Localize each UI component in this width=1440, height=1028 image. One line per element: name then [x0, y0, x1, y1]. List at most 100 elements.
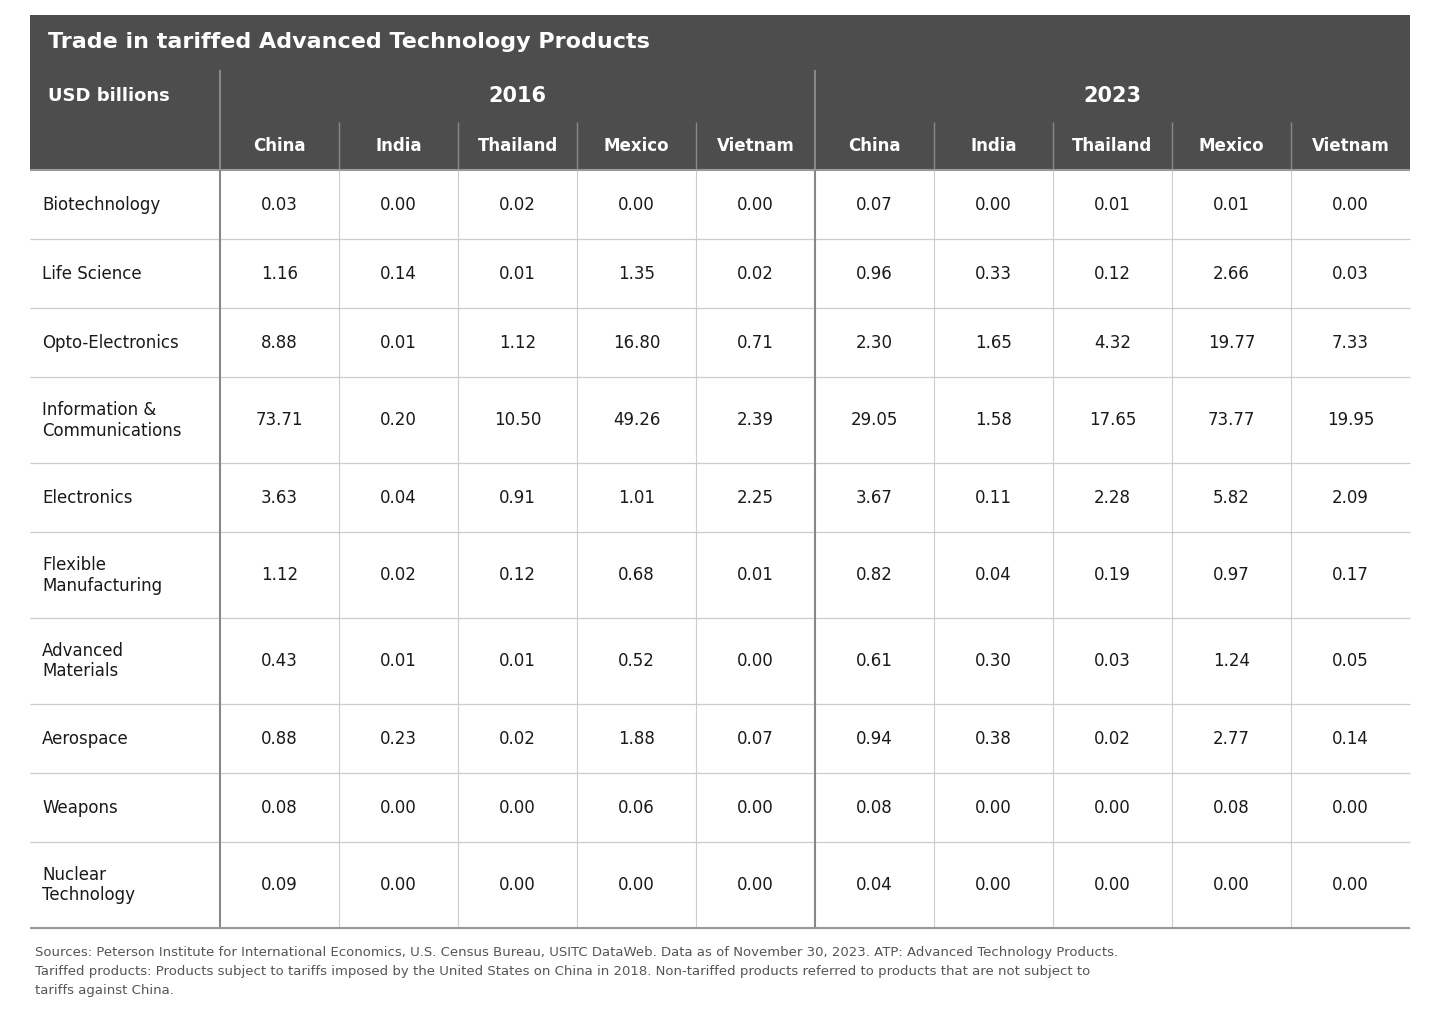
Text: 19.95: 19.95	[1326, 411, 1374, 430]
Text: 0.11: 0.11	[975, 488, 1012, 507]
Text: 49.26: 49.26	[613, 411, 660, 430]
Text: 0.14: 0.14	[380, 264, 418, 283]
Text: 0.01: 0.01	[380, 652, 418, 670]
Text: Flexible
Manufacturing: Flexible Manufacturing	[42, 556, 163, 594]
Bar	[30, 15, 1410, 70]
Text: 29.05: 29.05	[851, 411, 899, 430]
Text: 5.82: 5.82	[1212, 488, 1250, 507]
Bar	[30, 377, 1410, 464]
Text: 0.00: 0.00	[975, 799, 1012, 816]
Text: 0.08: 0.08	[857, 799, 893, 816]
Text: 2.09: 2.09	[1332, 488, 1369, 507]
Text: 0.94: 0.94	[857, 730, 893, 747]
Text: 2.66: 2.66	[1212, 264, 1250, 283]
Text: 0.02: 0.02	[737, 264, 773, 283]
Text: Advanced
Materials: Advanced Materials	[42, 641, 124, 681]
Text: 0.00: 0.00	[737, 652, 773, 670]
Text: China: China	[848, 137, 901, 155]
Bar	[30, 464, 1410, 533]
Text: 0.08: 0.08	[1212, 799, 1250, 816]
Text: 4.32: 4.32	[1094, 334, 1130, 352]
Bar	[30, 704, 1410, 773]
Text: 0.05: 0.05	[1332, 652, 1369, 670]
Text: 0.00: 0.00	[975, 195, 1012, 214]
Text: Weapons: Weapons	[42, 799, 118, 816]
Text: 1.35: 1.35	[618, 264, 655, 283]
Text: 0.01: 0.01	[737, 566, 773, 584]
Text: 0.30: 0.30	[975, 652, 1012, 670]
Text: 0.88: 0.88	[261, 730, 298, 747]
Text: 0.02: 0.02	[1094, 730, 1130, 747]
Text: 0.00: 0.00	[500, 799, 536, 816]
Text: 0.17: 0.17	[1332, 566, 1369, 584]
Text: 10.50: 10.50	[494, 411, 541, 430]
Text: 0.12: 0.12	[1094, 264, 1130, 283]
Text: 0.00: 0.00	[380, 799, 416, 816]
Text: Vietnam: Vietnam	[717, 137, 795, 155]
Text: 0.04: 0.04	[380, 488, 416, 507]
Text: 2.77: 2.77	[1212, 730, 1250, 747]
Text: 73.77: 73.77	[1208, 411, 1256, 430]
Text: 8.88: 8.88	[261, 334, 298, 352]
Text: 0.06: 0.06	[618, 799, 655, 816]
Bar	[30, 70, 1410, 122]
Text: 0.19: 0.19	[1094, 566, 1130, 584]
Text: 0.38: 0.38	[975, 730, 1012, 747]
Text: 0.03: 0.03	[261, 195, 298, 214]
Text: Life Science: Life Science	[42, 264, 141, 283]
Text: 2.30: 2.30	[855, 334, 893, 352]
Text: 0.00: 0.00	[1332, 195, 1369, 214]
Text: 1.16: 1.16	[261, 264, 298, 283]
Bar	[30, 240, 1410, 308]
Text: 0.03: 0.03	[1332, 264, 1369, 283]
Text: Thailand: Thailand	[478, 137, 557, 155]
Bar	[30, 170, 1410, 240]
Text: Sources: Peterson Institute for International Economics, U.S. Census Bureau, USI: Sources: Peterson Institute for Internat…	[35, 946, 1117, 997]
Text: Mexico: Mexico	[603, 137, 670, 155]
Text: 1.24: 1.24	[1212, 652, 1250, 670]
Text: Trade in tariffed Advanced Technology Products: Trade in tariffed Advanced Technology Pr…	[48, 33, 649, 52]
Text: 0.04: 0.04	[975, 566, 1012, 584]
Text: 0.00: 0.00	[500, 876, 536, 894]
Text: 0.23: 0.23	[380, 730, 418, 747]
Text: 0.01: 0.01	[500, 264, 536, 283]
Text: 0.02: 0.02	[500, 195, 536, 214]
Text: 0.00: 0.00	[1332, 876, 1369, 894]
Text: 0.08: 0.08	[261, 799, 298, 816]
Text: 0.01: 0.01	[1212, 195, 1250, 214]
Bar	[30, 308, 1410, 377]
Text: Opto-Electronics: Opto-Electronics	[42, 334, 179, 352]
Text: 0.01: 0.01	[380, 334, 418, 352]
Text: 0.20: 0.20	[380, 411, 418, 430]
Text: 0.01: 0.01	[1094, 195, 1130, 214]
Text: Electronics: Electronics	[42, 488, 132, 507]
Text: Aerospace: Aerospace	[42, 730, 128, 747]
Text: 2016: 2016	[488, 86, 547, 106]
Bar	[30, 533, 1410, 618]
Text: 19.77: 19.77	[1208, 334, 1256, 352]
Text: 0.00: 0.00	[1212, 876, 1250, 894]
Text: 0.02: 0.02	[380, 566, 418, 584]
Text: 0.71: 0.71	[737, 334, 773, 352]
Text: USD billions: USD billions	[48, 87, 170, 105]
Text: 0.68: 0.68	[618, 566, 655, 584]
Text: 0.61: 0.61	[855, 652, 893, 670]
Text: 7.33: 7.33	[1332, 334, 1369, 352]
Text: Information &
Communications: Information & Communications	[42, 401, 181, 440]
Bar	[30, 773, 1410, 842]
Text: 0.96: 0.96	[857, 264, 893, 283]
Text: 0.91: 0.91	[500, 488, 536, 507]
Text: 0.43: 0.43	[261, 652, 298, 670]
Text: Thailand: Thailand	[1073, 137, 1152, 155]
Bar	[30, 122, 1410, 170]
Text: Vietnam: Vietnam	[1312, 137, 1390, 155]
Text: 0.00: 0.00	[975, 876, 1012, 894]
Bar	[30, 618, 1410, 704]
Text: Mexico: Mexico	[1198, 137, 1264, 155]
Text: 0.12: 0.12	[500, 566, 536, 584]
Text: Biotechnology: Biotechnology	[42, 195, 160, 214]
Text: 0.52: 0.52	[618, 652, 655, 670]
Text: 0.00: 0.00	[380, 876, 416, 894]
Text: 0.04: 0.04	[857, 876, 893, 894]
Text: 2023: 2023	[1083, 86, 1142, 106]
